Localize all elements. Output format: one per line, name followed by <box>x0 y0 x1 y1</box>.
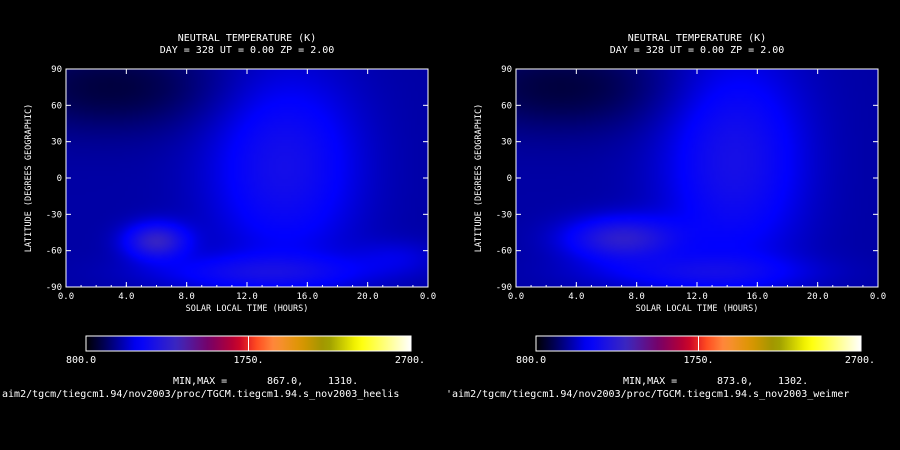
y-tick-label: 0 <box>507 174 512 184</box>
x-tick-label: 20.0 <box>807 292 829 302</box>
chart-subtitle: DAY = 328 UT = 0.00 ZP = 2.00 <box>160 45 335 56</box>
chart-subtitle: DAY = 328 UT = 0.00 ZP = 2.00 <box>610 45 785 56</box>
y-axis-label: LATITUDE (DEGREES GEOGRAPHIC) <box>24 104 34 252</box>
y-tick-label: -60 <box>496 247 512 257</box>
colorbar-mid-label: 1750. <box>233 355 263 366</box>
heatmap-field <box>66 69 428 287</box>
minmax-label: MIN,MAX = <box>173 376 227 387</box>
panel-left: NEUTRAL TEMPERATURE (K)DAY = 328 UT = 0.… <box>24 33 436 387</box>
x-tick-label: 12.0 <box>236 292 258 302</box>
colorbar-mid-label: 1750. <box>683 355 713 366</box>
x-tick-label: 0.0 <box>58 292 74 302</box>
x-tick-label: 0.0 <box>420 292 436 302</box>
y-tick-label: 90 <box>51 65 62 75</box>
x-tick-label: 0.0 <box>508 292 524 302</box>
chart-title: NEUTRAL TEMPERATURE (K) <box>628 33 766 44</box>
y-tick-label: -60 <box>46 247 62 257</box>
x-tick-label: 12.0 <box>686 292 708 302</box>
x-tick-label: 8.0 <box>179 292 195 302</box>
colorbar-max-label: 2700. <box>395 355 425 366</box>
y-tick-label: 60 <box>51 101 62 111</box>
max-value: 1302. <box>778 376 808 387</box>
x-tick-label: 16.0 <box>296 292 318 302</box>
x-tick-label: 4.0 <box>568 292 584 302</box>
x-tick-label: 0.0 <box>870 292 886 302</box>
y-tick-label: -30 <box>46 210 62 220</box>
min-value: 867.0, <box>267 376 303 387</box>
file-path: 'aim2/tgcm/tiegcm1.94/nov2003/proc/TGCM.… <box>446 389 849 400</box>
panel-right: NEUTRAL TEMPERATURE (K)DAY = 328 UT = 0.… <box>474 33 886 387</box>
y-tick-label: -90 <box>496 283 512 293</box>
heatmap-field <box>516 69 878 287</box>
y-tick-label: 60 <box>501 101 512 111</box>
colorbar-min-label: 800.0 <box>516 355 546 366</box>
x-axis-label: SOLAR LOCAL TIME (HOURS) <box>636 304 759 314</box>
y-tick-label: 30 <box>501 138 512 148</box>
x-tick-label: 20.0 <box>357 292 379 302</box>
y-axis-label: LATITUDE (DEGREES GEOGRAPHIC) <box>474 104 484 252</box>
min-value: 873.0, <box>717 376 753 387</box>
minmax-label: MIN,MAX = <box>623 376 677 387</box>
x-axis-label: SOLAR LOCAL TIME (HOURS) <box>186 304 309 314</box>
x-tick-label: 16.0 <box>746 292 768 302</box>
y-tick-label: 90 <box>501 65 512 75</box>
y-tick-label: 0 <box>57 174 62 184</box>
colorbar-min-label: 800.0 <box>66 355 96 366</box>
chart-title: NEUTRAL TEMPERATURE (K) <box>178 33 316 44</box>
y-tick-label: 30 <box>51 138 62 148</box>
x-tick-label: 4.0 <box>118 292 134 302</box>
file-path: 'aim2/tgcm/tiegcm1.94/nov2003/proc/TGCM.… <box>0 389 399 400</box>
max-value: 1310. <box>328 376 358 387</box>
y-tick-label: -30 <box>496 210 512 220</box>
y-tick-label: -90 <box>46 283 62 293</box>
x-tick-label: 8.0 <box>629 292 645 302</box>
colorbar-max-label: 2700. <box>845 355 875 366</box>
file-paths: 'aim2/tgcm/tiegcm1.94/nov2003/proc/TGCM.… <box>0 389 849 400</box>
